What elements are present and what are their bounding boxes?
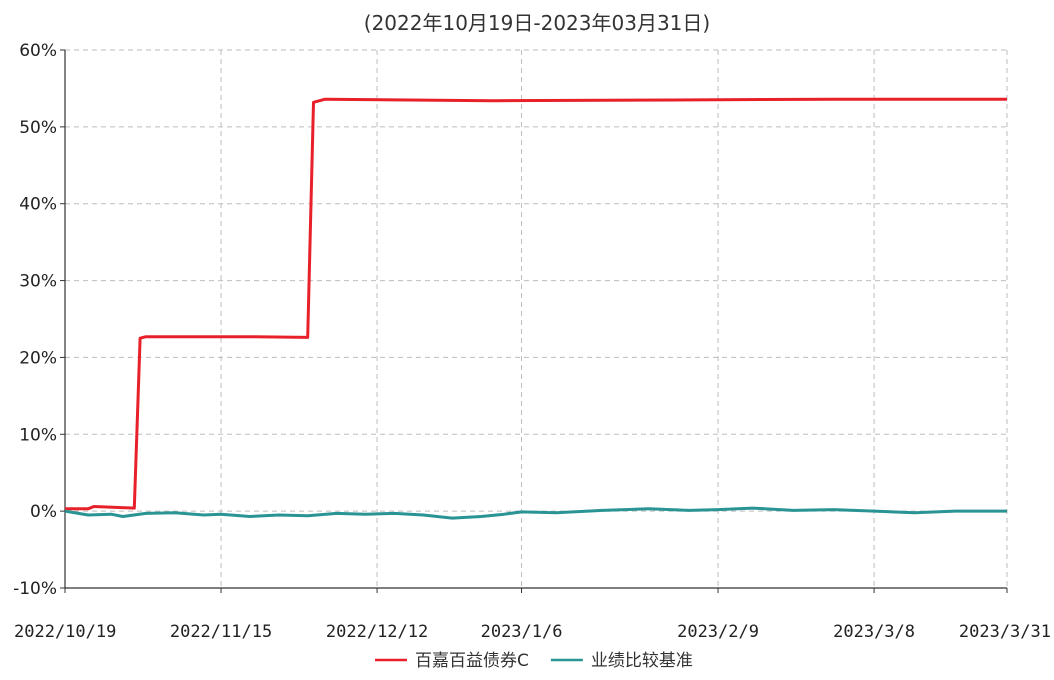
x-tick-label: 2023/2/9	[677, 622, 759, 642]
series-line-1	[64, 506, 1007, 520]
x-tick-label: 2023/1/6	[481, 622, 563, 642]
x-tick-label: 2023/3/31	[959, 622, 1051, 642]
y-tick-label: -10%	[13, 579, 57, 599]
x-axis-ticks: 2022/10/19 2022/11/15 2022/12/12 2023/1/6 20…	[14, 588, 1051, 642]
legend-label-1: 业绩比较基准	[591, 651, 693, 671]
legend: 百嘉百益债券C 业绩比较基准	[375, 651, 693, 671]
gridlines	[65, 49, 1008, 588]
chart-subtitle: (2022年10月19日-2023年03月31日)	[364, 11, 710, 35]
y-tick-label: 20%	[19, 348, 57, 368]
y-tick-label: 10%	[19, 425, 57, 445]
series-line-0	[65, 97, 1007, 511]
legend-label-0: 百嘉百益债券C	[415, 651, 529, 671]
x-tick-label: 2023/3/8	[833, 622, 915, 642]
y-tick-label: 30%	[19, 272, 57, 292]
y-tick-label: 0%	[30, 502, 57, 522]
y-tick-label: 50%	[19, 118, 57, 138]
y-tick-label: 40%	[19, 195, 57, 215]
y-axis-ticks: 60% 50% 40% 30% 20% 10% 0% -10%	[13, 41, 65, 599]
x-tick-label: 2022/11/15	[170, 622, 272, 642]
x-tick-label: 2022/12/12	[326, 622, 428, 642]
axes	[64, 50, 1007, 589]
series-lines	[64, 97, 1007, 520]
x-tick-label: 2022/10/19	[14, 622, 116, 642]
y-tick-label: 60%	[19, 41, 57, 61]
